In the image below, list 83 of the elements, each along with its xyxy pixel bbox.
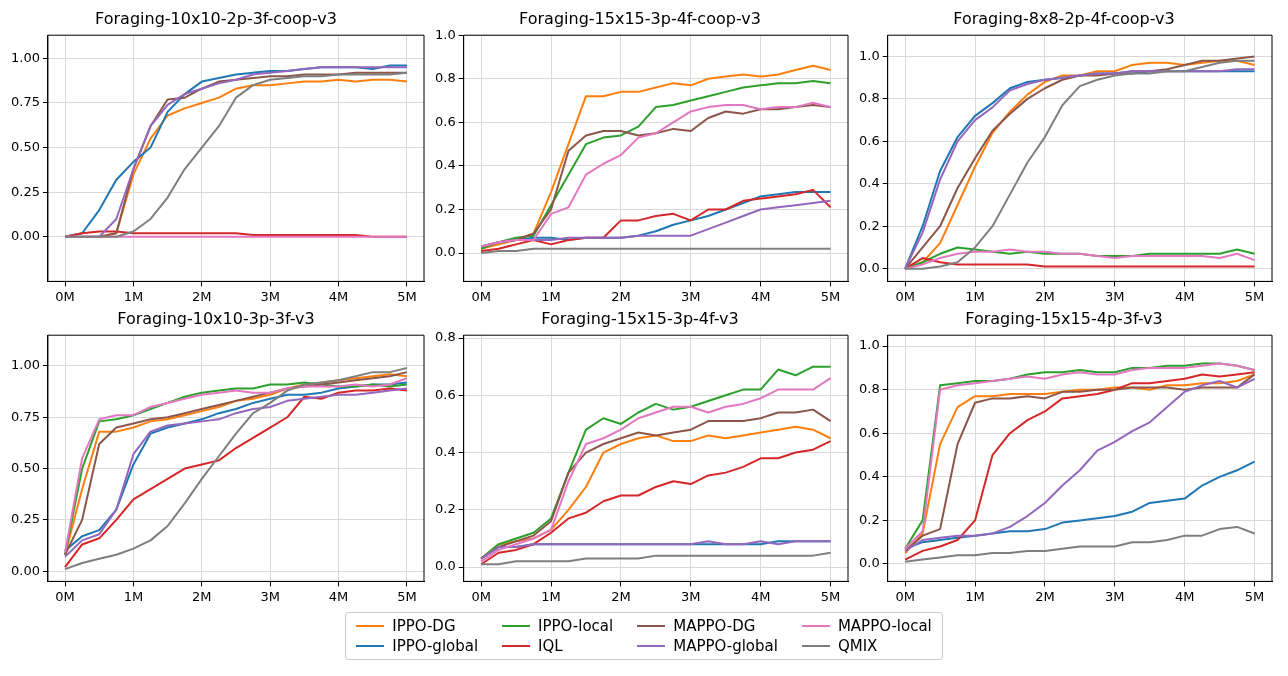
x-tick-label: 2M [611, 588, 631, 604]
x-tick-label: 4M [1174, 588, 1195, 604]
x-tick-label: 3M [681, 288, 701, 304]
x-tick-label: 0M [55, 288, 75, 304]
x-tick-label: 5M [820, 288, 841, 304]
x-tick-label: 2M [192, 588, 212, 604]
y-tick-label: 0.2 [434, 501, 456, 517]
x-tick-label: 3M [260, 288, 280, 304]
y-tick-label: 0.2 [434, 200, 456, 216]
y-tick-label: 0.8 [434, 70, 456, 86]
y-tick-label: 0.2 [858, 511, 880, 527]
y-tick-label: 0.6 [858, 424, 880, 440]
chart-title: Foraging-15x15-3p-4f-v3 [541, 308, 739, 328]
x-tick-label: 1M [541, 588, 561, 604]
x-tick-label: 0M [55, 588, 75, 604]
legend-label: IPPO-local [538, 617, 614, 635]
y-tick-label: 0.75 [10, 408, 40, 424]
y-tick-label: 0.8 [858, 90, 880, 106]
chart-title: Foraging-8x8-2p-4f-coop-v3 [953, 8, 1175, 28]
y-tick-label: 0.25 [10, 511, 40, 527]
legend-label: IQL [538, 637, 563, 655]
x-tick-label: 5M [397, 288, 417, 304]
chart-title: Foraging-15x15-3p-4f-coop-v3 [519, 8, 761, 28]
x-tick-label: 1M [965, 588, 985, 604]
y-tick-label: 1.0 [434, 26, 456, 42]
x-tick-label: 2M [1035, 288, 1055, 304]
y-tick-label: 1.00 [10, 49, 40, 65]
x-tick-label: 3M [1105, 588, 1125, 604]
x-tick-label: 2M [611, 288, 631, 304]
y-tick-label: 0.75 [10, 94, 40, 110]
x-tick-label: 2M [1035, 588, 1055, 604]
y-tick-label: 0.8 [858, 381, 880, 397]
x-tick-label: 3M [260, 588, 280, 604]
legend-label: IPPO-global [392, 637, 479, 655]
chart-title: Foraging-10x10-3p-3f-v3 [117, 308, 315, 328]
x-tick-label: 0M [895, 588, 915, 604]
y-tick-label: 0.50 [10, 459, 40, 475]
y-tick-label: 0.50 [10, 138, 40, 154]
y-tick-label: 0.00 [10, 228, 40, 244]
y-tick-label: 0.0 [434, 244, 456, 260]
y-tick-label: 0.2 [858, 217, 880, 233]
x-tick-label: 1M [123, 588, 144, 604]
x-tick-label: 4M [750, 588, 771, 604]
x-tick-label: 4M [1174, 288, 1195, 304]
y-tick-label: 0.6 [434, 113, 456, 129]
x-tick-label: 3M [1105, 288, 1125, 304]
y-tick-label: 0.4 [858, 175, 880, 191]
x-tick-label: 0M [895, 288, 915, 304]
y-tick-label: 0.00 [10, 562, 40, 578]
x-tick-label: 0M [471, 588, 491, 604]
x-tick-label: 4M [750, 288, 771, 304]
y-tick-label: 0.4 [858, 468, 880, 484]
y-tick-label: 0.4 [434, 157, 456, 173]
y-tick-label: 0.0 [858, 555, 880, 571]
x-tick-label: 5M [1244, 288, 1265, 304]
chart-title: Foraging-15x15-4p-3f-v3 [965, 308, 1163, 328]
x-tick-label: 1M [965, 288, 985, 304]
x-tick-label: 5M [397, 588, 417, 604]
legend-label: MAPPO-local [837, 617, 932, 635]
y-tick-label: 0.8 [434, 329, 456, 345]
x-tick-label: 4M [328, 588, 349, 604]
x-tick-label: 4M [328, 288, 349, 304]
legend-label: IPPO-DG [392, 617, 456, 635]
legend-label: MAPPO-global [673, 637, 778, 655]
y-tick-label: 0.6 [858, 132, 880, 148]
x-tick-label: 5M [820, 588, 841, 604]
x-tick-label: 1M [123, 288, 144, 304]
y-tick-label: 0.0 [858, 260, 880, 276]
x-tick-label: 0M [471, 288, 491, 304]
x-tick-label: 1M [541, 288, 561, 304]
x-tick-label: 3M [681, 588, 701, 604]
y-tick-label: 1.0 [858, 337, 880, 353]
y-tick-label: 0.6 [434, 386, 456, 402]
legend-label: QMIX [837, 637, 878, 655]
y-tick-label: 1.0 [858, 47, 880, 63]
y-tick-label: 0.0 [434, 558, 456, 574]
y-tick-label: 0.25 [10, 183, 40, 199]
y-tick-label: 1.00 [10, 357, 40, 373]
x-tick-label: 5M [1244, 588, 1265, 604]
y-tick-label: 0.4 [434, 443, 456, 459]
legend-label: MAPPO-DG [673, 617, 756, 635]
chart-title: Foraging-10x10-2p-3f-coop-v3 [95, 8, 337, 28]
x-tick-label: 2M [192, 288, 212, 304]
